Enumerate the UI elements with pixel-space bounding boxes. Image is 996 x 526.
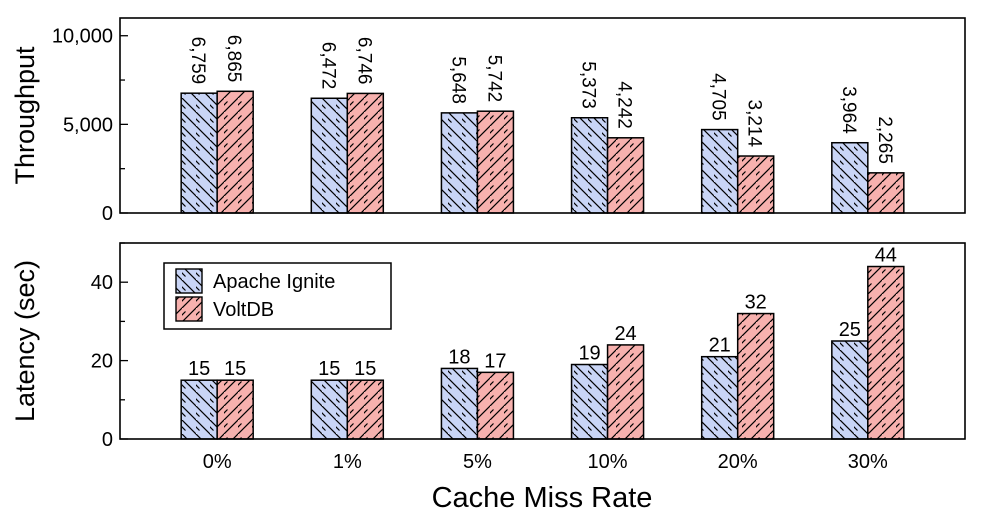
- bar-apache-ignite: [310, 379, 349, 440]
- bar-voltdb: [476, 110, 515, 214]
- value-label: 5,373: [578, 61, 599, 109]
- value-label: 3,964: [838, 86, 859, 134]
- bar-voltdb: [736, 155, 775, 214]
- y-tick-label: 40: [91, 272, 113, 294]
- value-label: 18: [448, 346, 470, 368]
- value-label: 21: [709, 335, 731, 357]
- legend-label-apache-ignite: Apache Ignite: [213, 271, 335, 293]
- bar-voltdb: [346, 379, 385, 440]
- bar-voltdb: [606, 344, 645, 440]
- value-label: 5,742: [483, 55, 504, 103]
- x-tick-label: 5%: [463, 451, 492, 473]
- bar-apache-ignite: [310, 97, 349, 214]
- value-label: 6,746: [353, 37, 374, 85]
- x-tick-label: 1%: [333, 451, 362, 473]
- bar-voltdb: [216, 379, 254, 440]
- value-label: 6,759: [187, 37, 208, 85]
- y-tick-label: 0: [102, 429, 113, 451]
- x-tick-label: 0%: [203, 451, 232, 473]
- bar-apache-ignite: [570, 363, 609, 440]
- plot-frame: [119, 17, 966, 214]
- value-label: 17: [484, 350, 506, 372]
- y-tick-label: 10,000: [52, 26, 113, 48]
- bar-voltdb: [867, 172, 905, 214]
- value-label: 19: [578, 343, 600, 365]
- y-axis-label: Latency (sec): [10, 260, 40, 422]
- bar-voltdb: [476, 371, 515, 440]
- y-tick-label: 0: [102, 203, 113, 225]
- value-label: 25: [839, 319, 861, 341]
- legend-swatch-apache-ignite: [175, 268, 203, 294]
- value-label: 4,242: [614, 81, 635, 129]
- bar-voltdb: [606, 137, 645, 214]
- value-label: 2,265: [874, 116, 895, 164]
- legend-swatch-voltdb: [175, 296, 203, 322]
- x-tick-label: 10%: [588, 451, 628, 473]
- bar-voltdb: [867, 265, 905, 440]
- y-axis-label: Throughput: [10, 46, 40, 185]
- value-label: 4,705: [708, 73, 729, 121]
- bar-apache-ignite: [180, 92, 218, 214]
- bar-apache-ignite: [180, 379, 218, 440]
- value-label: 15: [354, 358, 376, 380]
- value-label: 15: [318, 358, 340, 380]
- bar-apache-ignite: [700, 128, 739, 214]
- y-tick-label: 5,000: [63, 114, 113, 136]
- throughput-panel: 0 5,000 10,000 Throughput 6,759 6,472 5,648 5,3…: [10, 17, 966, 225]
- bar-apache-ignite: [831, 141, 869, 214]
- value-label: 6,865: [223, 35, 244, 83]
- value-label: 3,214: [744, 100, 765, 148]
- value-label: 5,648: [447, 56, 468, 104]
- latency-panel: 0 20 40 Latency (sec) 15 15 18 19 21 25 15 15 17 24 32…: [10, 242, 966, 473]
- bar-apache-ignite: [831, 340, 869, 440]
- y-tick-label: 20: [91, 351, 113, 373]
- bar-voltdb: [216, 90, 254, 214]
- x-tick-label: 30%: [848, 451, 888, 473]
- bar-apache-ignite: [700, 355, 739, 440]
- bar-voltdb: [736, 312, 775, 440]
- value-label: 32: [745, 292, 767, 314]
- bar-apache-ignite: [570, 117, 609, 214]
- x-axis-label: Cache Miss Rate: [432, 482, 653, 514]
- bar-voltdb: [346, 92, 385, 214]
- plot-frame: [119, 242, 966, 440]
- x-tick-label: 20%: [718, 451, 758, 473]
- value-label: 15: [188, 358, 210, 380]
- value-label: 15: [224, 358, 246, 380]
- legend-label-voltdb: VoltDB: [213, 299, 274, 321]
- bar-apache-ignite: [440, 367, 479, 440]
- value-label: 24: [614, 323, 636, 345]
- bar-apache-ignite: [440, 112, 479, 214]
- value-label: 6,472: [317, 42, 338, 90]
- value-label: 44: [875, 245, 897, 267]
